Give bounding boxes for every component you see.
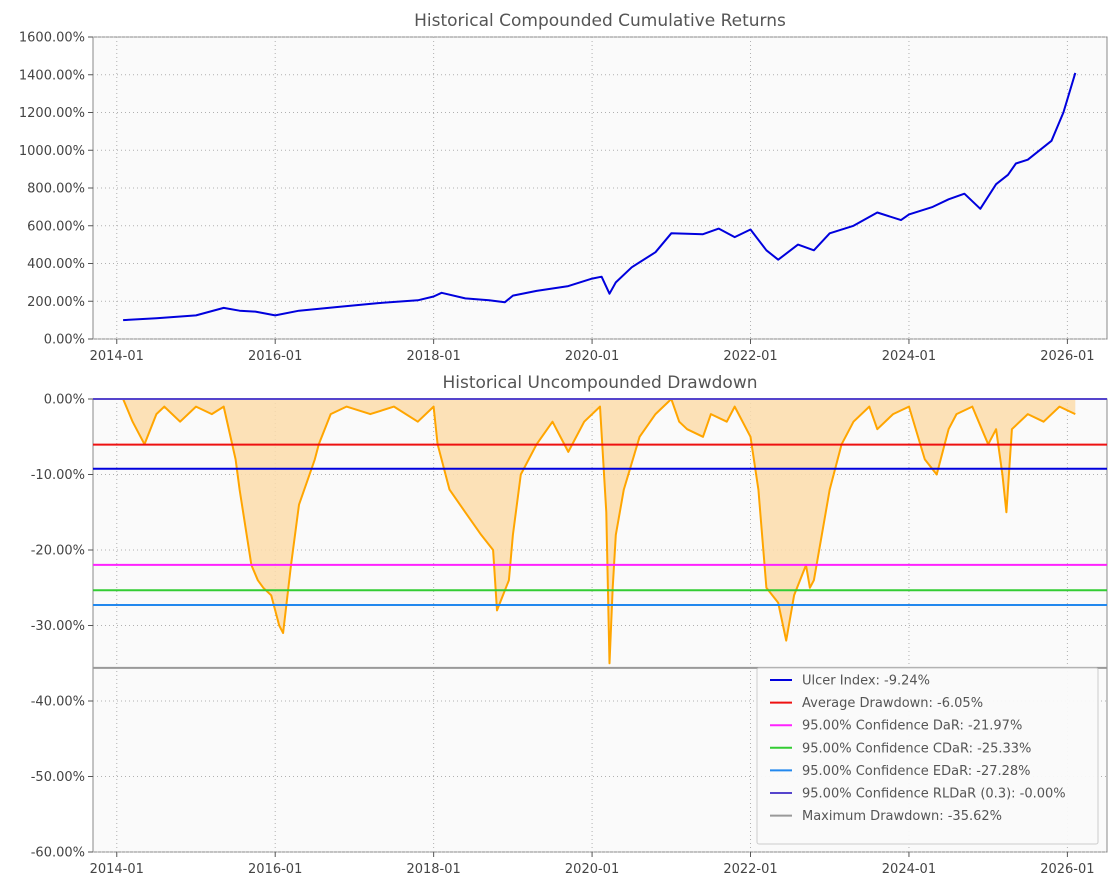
x-axis-ticks: 2014-01 2016-01 2018-01 2020-01 2022-01 2024-… [90,852,1095,877]
cumulative-returns-line [123,72,1077,322]
y-tick-label: -10.00% [31,468,85,483]
y-tick-label: 200.00% [27,295,85,310]
x-tick-label: 2016-01 [248,349,302,364]
series-group [122,398,1076,665]
x-tick-label: 2020-01 [565,862,619,877]
y-tick-label: 600.00% [27,219,85,234]
y-tick-label: 1600.00% [19,31,85,46]
x-axis-ticks: 2014-01 2016-01 2018-01 2020-01 2022-01 2024-… [90,339,1095,364]
legend-label: 95.00% Confidence EDaR: -27.28% [802,764,1031,779]
chart-title: Historical Uncompounded Drawdown [442,373,757,393]
y-tick-label: 0.00% [44,393,85,408]
y-tick-label: 1000.00% [19,144,85,159]
y-tick-label: -20.00% [31,544,85,559]
legend-label: Maximum Drawdown: -35.62% [802,809,1002,824]
series-group [123,72,1077,322]
x-tick-label: 2014-01 [90,349,144,364]
y-axis-ticks: 0.00% -10.00% -20.00% -30.00% -40.00% -50.00%… [31,393,93,861]
x-tick-label: 2018-01 [406,349,460,364]
grid [93,36,1107,340]
legend-box [756,667,1099,845]
x-tick-label: 2020-01 [565,349,619,364]
legend-label: 95.00% Confidence DaR: -21.97% [802,719,1022,734]
x-tick-label: 2014-01 [90,862,144,877]
y-axis-ticks: 0.00% 200.00% 400.00% 600.00% 800.00% 1000.00… [19,31,93,348]
cumulative-returns-chart: Historical Compounded Cumulative Returns… [19,11,1108,364]
x-tick-label: 2024-01 [882,349,936,364]
chart-title: Historical Compounded Cumulative Returns [414,11,786,31]
legend-label: 95.00% Confidence RLDaR (0.3): -0.00% [802,787,1066,802]
y-tick-label: -30.00% [31,619,85,634]
x-tick-label: 2024-01 [882,862,936,877]
y-tick-label: 400.00% [27,257,85,272]
drawdown-line [122,398,1076,665]
legend: Ulcer Index: -9.24% Average Drawdown: -6.… [756,667,1099,845]
y-tick-label: -50.00% [31,770,85,785]
y-tick-label: -60.00% [31,846,85,861]
legend-label: Ulcer Index: -9.24% [802,674,930,689]
x-tick-label: 2026-01 [1040,349,1094,364]
legend-label: Average Drawdown: -6.05% [802,696,983,711]
x-tick-label: 2026-01 [1040,862,1094,877]
x-tick-label: 2018-01 [406,862,460,877]
y-tick-label: -40.00% [31,695,85,710]
y-tick-label: 1400.00% [19,68,85,83]
x-tick-label: 2022-01 [723,862,777,877]
y-tick-label: 1200.00% [19,106,85,121]
y-tick-label: 800.00% [27,182,85,197]
x-tick-label: 2022-01 [723,349,777,364]
y-tick-label: 0.00% [44,333,85,348]
legend-label: 95.00% Confidence CDaR: -25.33% [802,741,1031,756]
drawdown-chart: Historical Uncompounded Drawdown 0.00% -1… [31,373,1108,877]
x-tick-label: 2016-01 [248,862,302,877]
